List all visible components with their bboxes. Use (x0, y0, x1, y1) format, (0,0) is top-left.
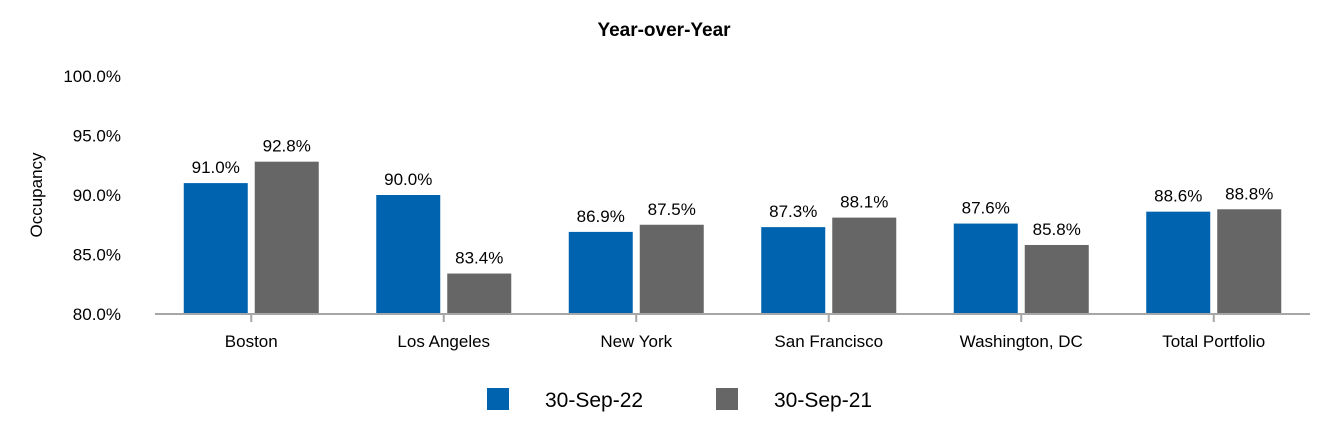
bar-series1 (568, 231, 633, 314)
data-label: 87.6% (962, 199, 1010, 218)
bar-series2 (254, 161, 319, 314)
y-axis-label: Occupancy (27, 152, 46, 238)
y-tick-label: 100.0% (63, 67, 121, 86)
y-tick-label: 95.0% (73, 127, 121, 146)
data-label: 85.8% (1033, 220, 1081, 239)
data-label: 88.8% (1225, 184, 1273, 203)
bar-series2 (1024, 244, 1089, 314)
data-labels: 91.0% 92.8% 90.0% 83.4% 86.9% 87.5% 87.3% 88.1%… (192, 137, 1274, 268)
bar-series2 (639, 224, 704, 314)
bar-series2 (832, 217, 897, 314)
x-tick-label: New York (600, 332, 672, 351)
bar-series2 (1217, 209, 1282, 314)
data-label: 86.9% (577, 207, 625, 226)
bar-series1 (183, 183, 248, 314)
x-tick-label: San Francisco (774, 332, 883, 351)
data-label: 90.0% (384, 170, 432, 189)
bar-series2 (447, 273, 512, 314)
x-tick-label: Boston (225, 332, 278, 351)
bars (183, 161, 1282, 314)
legend: 30-Sep-22 30-Sep-21 (487, 388, 872, 412)
x-tick-label: Los Angeles (397, 332, 490, 351)
data-label: 83.4% (455, 249, 503, 268)
legend-swatch (487, 388, 509, 410)
data-label: 87.5% (648, 200, 696, 219)
data-label: 88.1% (840, 193, 888, 212)
chart-title: Year-over-Year (597, 20, 731, 41)
data-label: 91.0% (192, 158, 240, 177)
bar-series1 (953, 223, 1018, 314)
x-axis-ticks: Boston Los Angeles New York San Francisco Wa… (225, 314, 1265, 351)
y-tick-label: 80.0% (73, 305, 121, 324)
legend-swatch (716, 388, 738, 410)
data-label: 88.6% (1154, 187, 1202, 206)
x-tick-label: Washington, DC (960, 332, 1083, 351)
y-tick-label: 90.0% (73, 186, 121, 205)
y-axis-ticks: 80.0% 85.0% 90.0% 95.0% 100.0% (63, 67, 121, 324)
legend-label: 30-Sep-21 (774, 389, 872, 412)
bar-series1 (761, 227, 826, 314)
bar-series1 (1146, 211, 1211, 314)
legend-label: 30-Sep-22 (545, 389, 643, 412)
x-tick-label: Total Portfolio (1162, 332, 1265, 351)
data-label: 87.3% (769, 202, 817, 221)
data-label: 92.8% (263, 137, 311, 156)
bar-series1 (376, 195, 441, 314)
y-tick-label: 85.0% (73, 246, 121, 265)
